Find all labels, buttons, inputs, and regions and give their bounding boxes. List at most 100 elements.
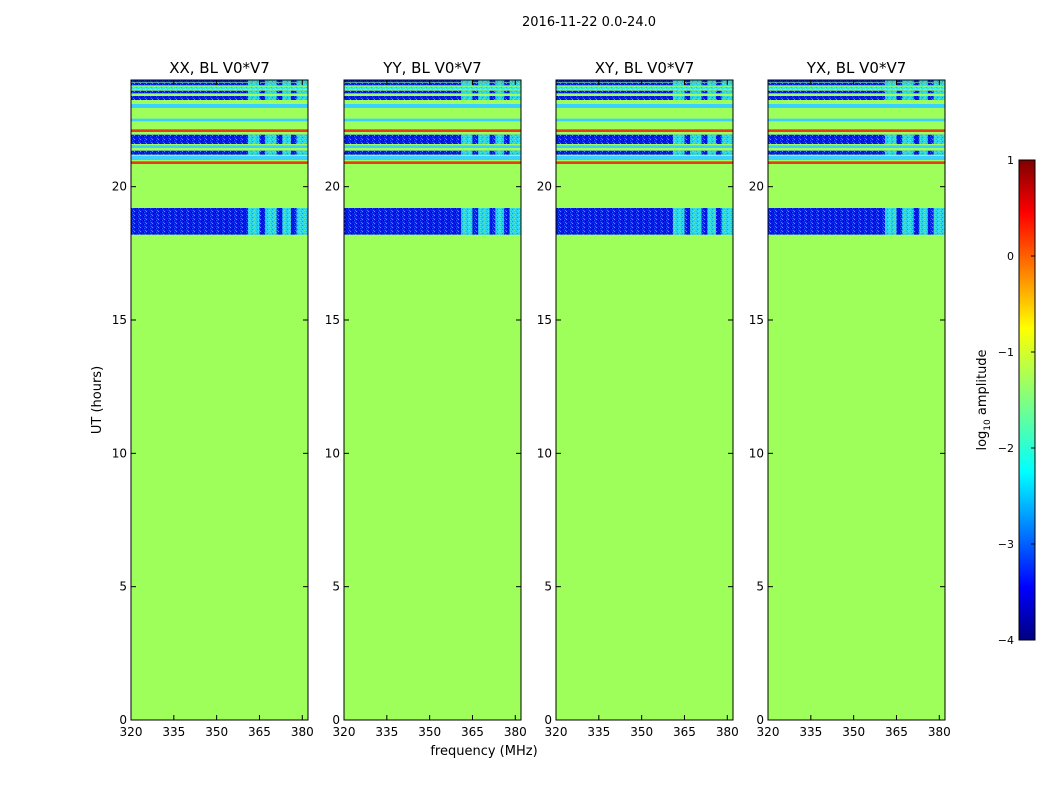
rfi-column xyxy=(248,82,260,86)
rfi-column xyxy=(673,82,685,86)
rfi-column xyxy=(495,208,504,235)
rfi-column xyxy=(265,150,277,155)
heatmap-background xyxy=(131,80,308,720)
rfi-column xyxy=(690,96,702,100)
rfi-column xyxy=(919,96,928,100)
heatmap-band xyxy=(131,104,308,108)
rfi-column xyxy=(265,208,277,235)
y-tick-label: 0 xyxy=(756,713,764,727)
heatmap-band xyxy=(131,129,308,132)
heatmap-band xyxy=(768,96,945,100)
rfi-column xyxy=(673,96,685,100)
rfi-column xyxy=(282,208,291,235)
y-tick-label: 10 xyxy=(325,446,340,460)
rfi-column xyxy=(282,82,291,86)
heatmap-background xyxy=(768,80,945,720)
rfi-column xyxy=(707,150,716,155)
rfi-column xyxy=(461,134,473,144)
axes-frame xyxy=(767,79,946,721)
rfi-column xyxy=(296,208,308,235)
panel-xy: XY, BL V0*V7 320 335 350 365 380 0 5 10 15 20 xyxy=(537,59,739,739)
rfi-column xyxy=(509,96,521,100)
colorbar-tick-label: −1 xyxy=(998,346,1014,359)
rfi-column xyxy=(248,90,260,94)
heatmap-band xyxy=(768,134,945,144)
rfi-column xyxy=(690,90,702,94)
y-tick-label: 0 xyxy=(119,713,127,727)
heatmap-band xyxy=(344,208,521,235)
colorbar-gradient xyxy=(1018,159,1036,641)
y-tick-label: 5 xyxy=(119,580,127,594)
rfi-column xyxy=(707,80,716,83)
heatmap-band xyxy=(556,161,733,164)
rfi-column xyxy=(902,150,914,155)
rfi-column xyxy=(707,90,716,94)
heatmap-band xyxy=(131,208,308,235)
y-tick-label: 15 xyxy=(325,313,340,327)
rfi-column xyxy=(461,208,473,235)
heatmap-band xyxy=(768,82,945,86)
x-tick-label: 320 xyxy=(333,725,356,739)
heatmap-band xyxy=(344,104,521,108)
panel-title: XX, BL V0*V7 xyxy=(169,59,270,77)
rfi-column xyxy=(265,90,277,94)
rfi-column xyxy=(690,134,702,144)
y-tick-label: 15 xyxy=(112,313,127,327)
rfi-column xyxy=(902,96,914,100)
rfi-column xyxy=(707,134,716,144)
rfi-column xyxy=(690,208,702,235)
rfi-column xyxy=(461,90,473,94)
heatmap-band xyxy=(768,80,945,83)
heatmap-band xyxy=(344,156,521,160)
heatmap-band xyxy=(768,86,945,90)
y-tick-label: 20 xyxy=(112,180,127,194)
heatmap-band xyxy=(556,156,733,160)
rfi-column xyxy=(933,90,945,94)
rfi-column xyxy=(933,96,945,100)
heatmap-band xyxy=(344,145,521,148)
rfi-column xyxy=(282,90,291,94)
colorbar-label: log10 amplitude xyxy=(975,349,993,450)
rfi-column xyxy=(690,80,702,83)
y-tick-label: 15 xyxy=(537,313,552,327)
rfi-column xyxy=(902,82,914,86)
rfi-column xyxy=(885,150,897,155)
y-tick-label: 20 xyxy=(537,180,552,194)
rfi-column xyxy=(248,134,260,144)
heatmap-band xyxy=(556,86,733,90)
x-tick-label: 350 xyxy=(205,725,228,739)
rfi-column xyxy=(885,134,897,144)
rfi-column xyxy=(461,80,473,83)
rfi-column xyxy=(265,96,277,100)
heatmap-band xyxy=(131,118,308,122)
y-tick-label: 5 xyxy=(544,580,552,594)
x-tick-label: 335 xyxy=(162,725,185,739)
heatmap-band xyxy=(768,90,945,94)
rfi-column xyxy=(495,80,504,83)
rfi-column xyxy=(282,80,291,83)
rfi-column xyxy=(902,80,914,83)
rfi-column xyxy=(885,80,897,83)
x-tick-label: 335 xyxy=(375,725,398,739)
rfi-column xyxy=(673,208,685,235)
rfi-column xyxy=(721,150,733,155)
x-tick-label: 320 xyxy=(757,725,780,739)
rfi-column xyxy=(902,90,914,94)
rfi-column xyxy=(296,90,308,94)
heatmap-band xyxy=(556,150,733,155)
heatmap-band xyxy=(344,82,521,86)
heatmap-band xyxy=(556,134,733,144)
y-tick-label: 0 xyxy=(332,713,340,727)
heatmap-band xyxy=(556,145,733,148)
axes-frame xyxy=(343,79,522,721)
rfi-column xyxy=(478,90,490,94)
x-tick-label: 365 xyxy=(885,725,908,739)
colorbar-tick-label: 1 xyxy=(1007,154,1014,167)
heatmap-band xyxy=(131,86,308,90)
rfi-column xyxy=(248,150,260,155)
x-axis-label: frequency (MHz) xyxy=(430,744,537,759)
rfi-column xyxy=(495,82,504,86)
rfi-column xyxy=(885,208,897,235)
axes-frame xyxy=(130,79,309,721)
rfi-column xyxy=(673,134,685,144)
